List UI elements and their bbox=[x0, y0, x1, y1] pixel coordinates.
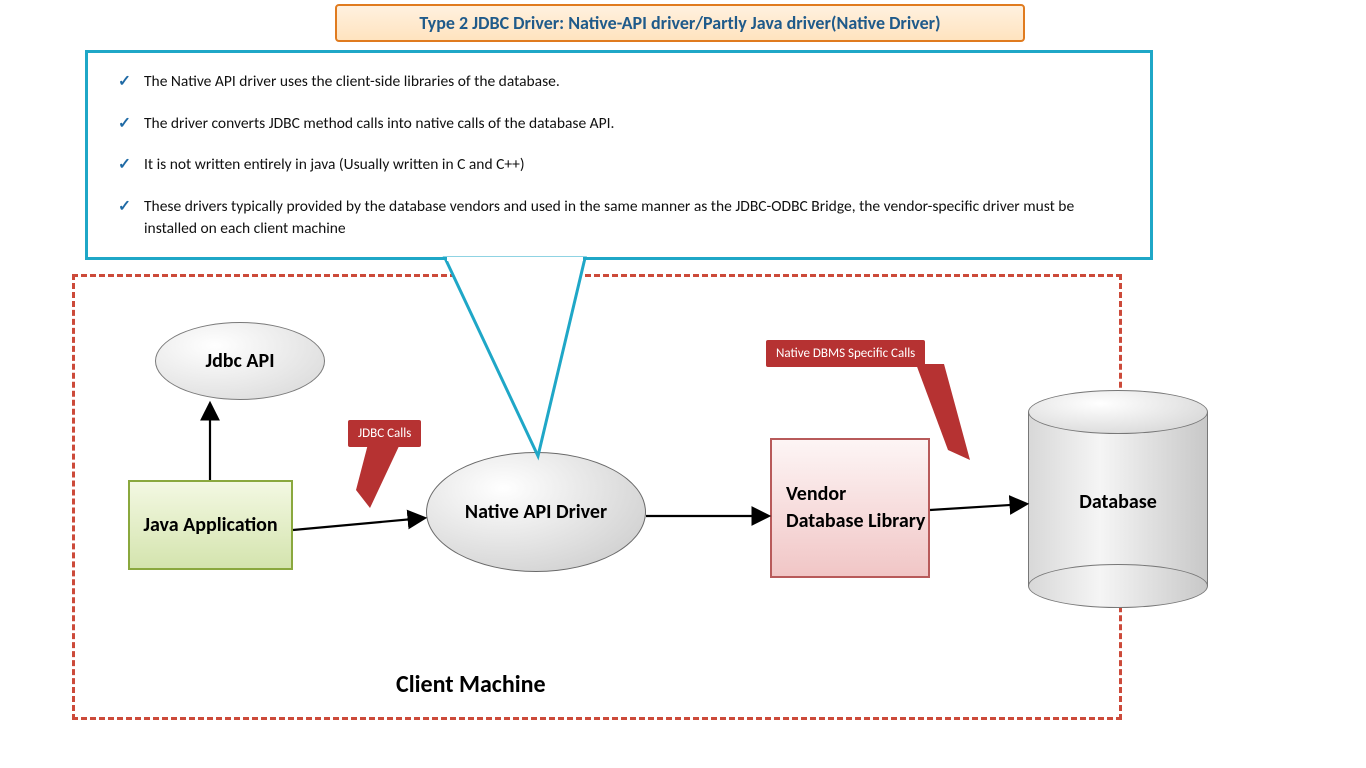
bullet-item: It is not written entirely in java (Usua… bbox=[118, 154, 1128, 176]
container-label: Client Machine bbox=[396, 670, 546, 699]
node-label: Jdbc API bbox=[205, 349, 274, 373]
label-native-calls: Native DBMS Specific Calls bbox=[766, 340, 925, 367]
label-text: Native DBMS Specific Calls bbox=[776, 346, 915, 361]
label-text: JDBC Calls bbox=[358, 426, 411, 441]
cylinder-top bbox=[1028, 390, 1208, 434]
label-jdbc-calls: JDBC Calls bbox=[348, 420, 421, 447]
node-label: Database bbox=[1028, 490, 1208, 514]
node-native-api-driver: Native API Driver bbox=[426, 452, 646, 572]
node-label: Java Application bbox=[143, 513, 277, 537]
node-vendor-database-library: Vendor Database Library bbox=[770, 438, 930, 578]
bullet-item: The driver converts JDBC method calls in… bbox=[118, 113, 1128, 135]
node-label: Vendor Database Library bbox=[786, 481, 928, 535]
cylinder-bottom bbox=[1028, 564, 1208, 608]
title-box: Type 2 JDBC Driver: Native-API driver/Pa… bbox=[335, 4, 1025, 42]
node-jdbc-api: Jdbc API bbox=[155, 322, 325, 400]
node-label: Native API Driver bbox=[465, 500, 607, 524]
bullet-box: The Native API driver uses the client-si… bbox=[85, 50, 1153, 260]
bullet-item: The Native API driver uses the client-si… bbox=[118, 71, 1128, 93]
node-java-application: Java Application bbox=[128, 480, 293, 570]
bullet-item: These drivers typically provided by the … bbox=[118, 196, 1128, 239]
node-database: Database bbox=[1028, 390, 1208, 608]
title-text: Type 2 JDBC Driver: Native-API driver/Pa… bbox=[419, 12, 940, 34]
